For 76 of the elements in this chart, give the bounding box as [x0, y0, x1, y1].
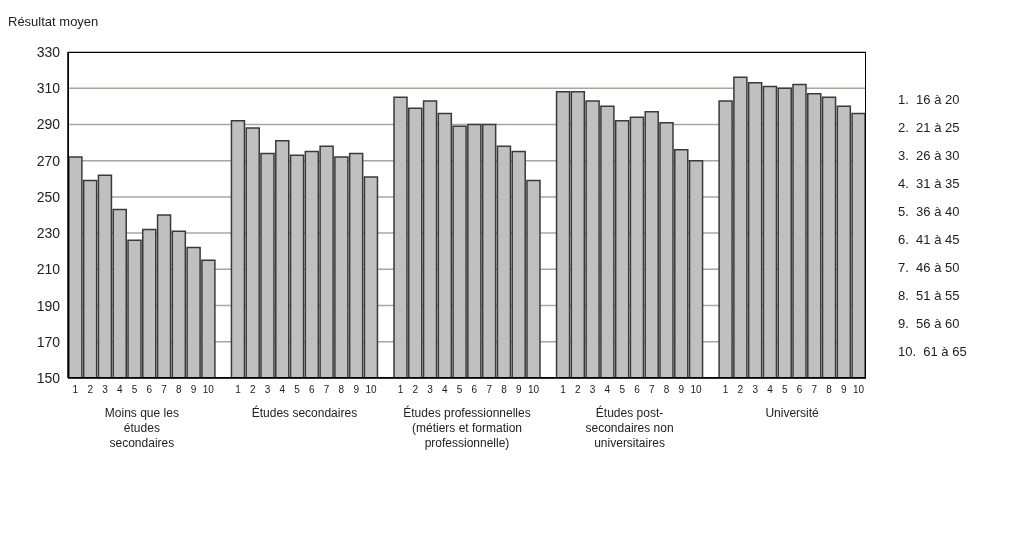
y-axis-title: Résultat moyen [8, 14, 99, 29]
x-tick-label: 5 [131, 384, 138, 396]
y-tick-label: 250 [36, 188, 61, 205]
x-tick-label: 7 [486, 384, 493, 396]
x-tick-label: 3 [589, 384, 596, 396]
x-tick-label: 8 [338, 384, 345, 396]
text: 1. 16 à 20 [898, 92, 961, 109]
x-tick-label: 6 [309, 384, 316, 396]
x-tick-label: 5 [781, 384, 788, 396]
x-tick-label: 4 [604, 384, 611, 396]
y-tick-label: 210 [36, 261, 61, 278]
x-tick-label: 3 [752, 384, 759, 396]
x-tick-label: 4 [116, 384, 123, 396]
x-tick-label: 7 [648, 384, 655, 396]
y-tick-label: 150 [36, 369, 61, 386]
x-tick-label: 8 [826, 384, 833, 396]
text: 3. 26 à 30 [898, 148, 961, 165]
x-tick-label: 9 [190, 384, 197, 396]
x-tick-label: 1 [235, 384, 242, 396]
text: 6. 41 à 45 [898, 232, 961, 249]
x-tick-label: 5 [456, 384, 463, 396]
x-tick-label: 10 [527, 384, 540, 396]
x-tick-label: 6 [471, 384, 478, 396]
text: Études post-secondaires non universitaires [584, 406, 675, 451]
x-tick-label: 8 [663, 384, 670, 396]
x-tick-label: 9 [678, 384, 685, 396]
x-tick-label: 7 [811, 384, 818, 396]
x-tick-label: 4 [279, 384, 286, 396]
x-tick-label: 5 [294, 384, 301, 396]
text: 7. 46 à 50 [898, 260, 961, 277]
y-tick-label: 190 [36, 297, 61, 314]
text: Moins que les études secondaires [103, 406, 180, 451]
x-tick-label: 3 [102, 384, 109, 396]
y-tick-label: 330 [36, 43, 61, 60]
text: 10. 61 à 65 [898, 344, 967, 361]
y-tick-label: 270 [36, 152, 61, 169]
text: 2. 21 à 25 [898, 120, 961, 137]
x-tick-label: 10 [853, 384, 865, 396]
text: 4. 31 à 35 [898, 176, 961, 193]
x-tick-label: 7 [161, 384, 168, 396]
x-tick-label: 10 [202, 384, 215, 396]
y-tick-label: 310 [36, 80, 61, 97]
y-tick-label: 290 [36, 116, 61, 133]
x-tick-label: 8 [501, 384, 508, 396]
x-tick-label: 1 [560, 384, 567, 396]
x-tick-label: 9 [841, 384, 848, 396]
x-tick-label: 3 [427, 384, 434, 396]
x-tick-label: 2 [87, 384, 94, 396]
y-tick-label: 230 [36, 225, 61, 242]
x-tick-label: 2 [412, 384, 419, 396]
x-tick-label: 4 [442, 384, 449, 396]
x-tick-label: 3 [264, 384, 271, 396]
x-tick-label: 1 [397, 384, 404, 396]
x-tick-label: 8 [176, 384, 183, 396]
x-tick-label: 10 [690, 384, 703, 396]
text: 9. 56 à 60 [898, 316, 961, 333]
x-tick-label: 9 [515, 384, 522, 396]
x-tick-label: 2 [249, 384, 256, 396]
text: 8. 51 à 55 [898, 288, 961, 305]
text: Études secondaires [251, 406, 358, 421]
text: Études professionnelles (métiers et formation professionnelle) [402, 406, 532, 451]
x-tick-label: 9 [353, 384, 360, 396]
x-tick-label: 10 [365, 384, 377, 396]
x-tick-label: 1 [722, 384, 729, 396]
x-tick-label: 6 [634, 384, 641, 396]
x-tick-label: 2 [737, 384, 744, 396]
x-tick-label: 2 [575, 384, 582, 396]
x-tick-label: 5 [619, 384, 626, 396]
x-tick-label: 1 [72, 384, 79, 396]
y-tick-label: 170 [36, 333, 61, 350]
x-tick-label: 6 [796, 384, 803, 396]
x-tick-label: 6 [146, 384, 153, 396]
x-tick-label: 7 [323, 384, 330, 396]
text: Université [765, 406, 819, 421]
x-tick-label: 4 [767, 384, 774, 396]
text: 5. 36 à 40 [898, 204, 961, 221]
